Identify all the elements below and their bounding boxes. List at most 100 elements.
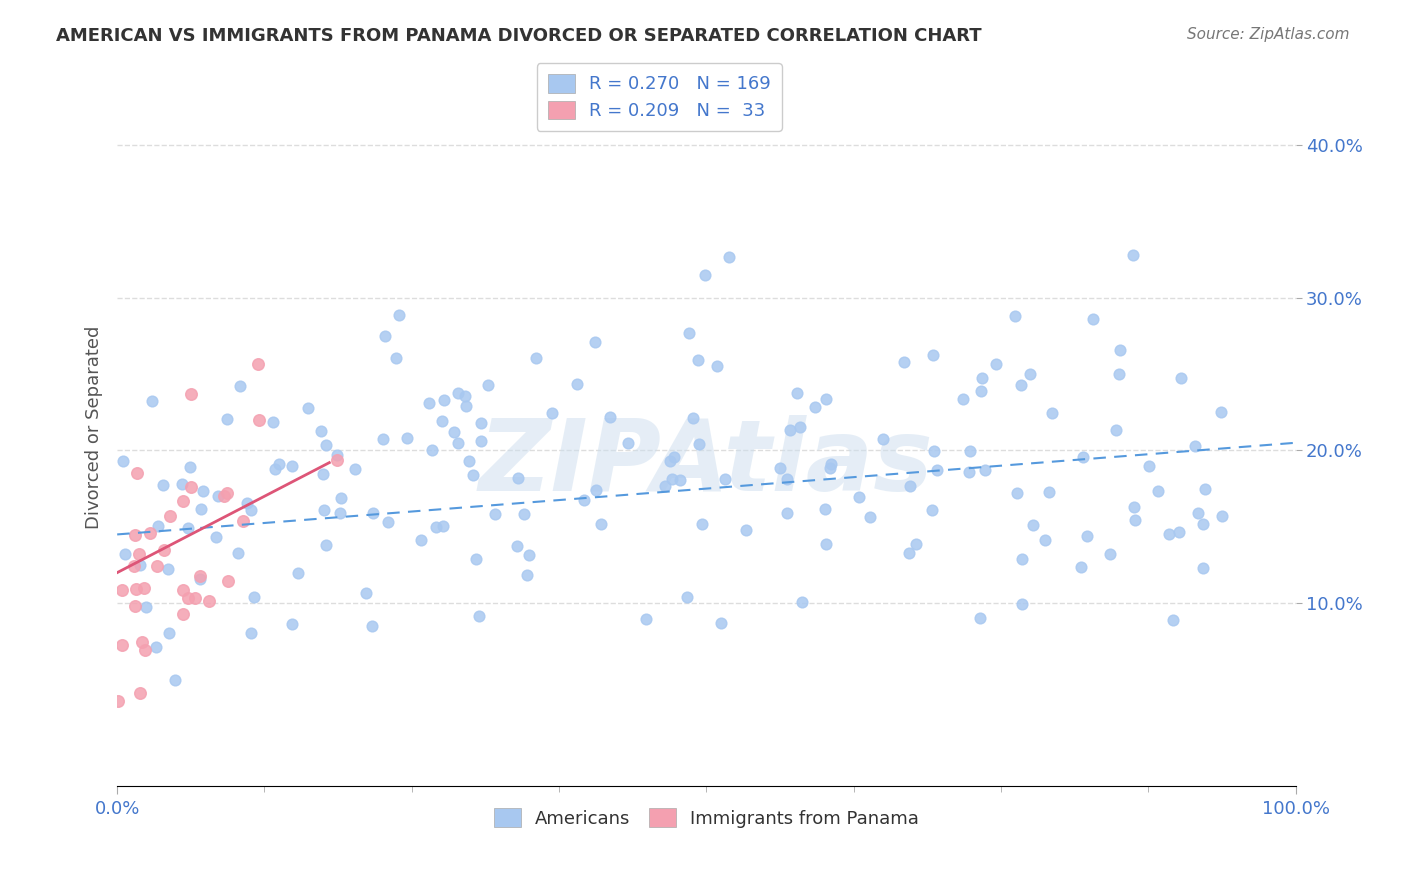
Point <box>420 443 443 458</box>
Point <box>131 635 153 649</box>
Point <box>477 377 499 392</box>
Point <box>1211 509 1233 524</box>
Point <box>585 483 607 498</box>
Point <box>904 537 927 551</box>
Point <box>111 582 134 597</box>
Point <box>574 492 596 507</box>
Point <box>363 506 385 520</box>
Point <box>792 595 814 609</box>
Point <box>226 546 249 560</box>
Point <box>468 608 491 623</box>
Point <box>1137 458 1160 473</box>
Point <box>125 582 148 597</box>
Point <box>898 479 921 493</box>
Point <box>776 506 799 520</box>
Point <box>897 546 920 560</box>
Point <box>517 548 540 562</box>
Point <box>465 552 488 566</box>
Legend: Americans, Immigrants from Panama: Americans, Immigrants from Panama <box>486 801 927 835</box>
Point <box>236 496 259 510</box>
Point <box>141 393 163 408</box>
Point <box>112 453 135 467</box>
Point <box>986 357 1008 371</box>
Point <box>769 461 792 475</box>
Point <box>159 508 181 523</box>
Point <box>1170 371 1192 385</box>
Point <box>974 463 997 477</box>
Point <box>156 561 179 575</box>
Point <box>859 509 882 524</box>
Point <box>1099 547 1122 561</box>
Point <box>315 538 337 552</box>
Point <box>659 454 682 468</box>
Point <box>1081 312 1104 326</box>
Point <box>122 558 145 573</box>
Point <box>589 517 612 532</box>
Point <box>193 483 215 498</box>
Point <box>779 423 801 437</box>
Point <box>433 392 456 407</box>
Point <box>247 357 270 371</box>
Point <box>541 406 564 420</box>
Point <box>243 590 266 604</box>
Point <box>470 434 492 448</box>
Point <box>132 582 155 596</box>
Point <box>922 348 945 362</box>
Point <box>247 413 270 427</box>
Point <box>183 591 205 605</box>
Point <box>786 386 808 401</box>
Point <box>388 308 411 322</box>
Point <box>172 582 194 597</box>
Point <box>1109 343 1132 357</box>
Point <box>1108 368 1130 382</box>
Point <box>848 490 870 504</box>
Point <box>343 462 366 476</box>
Point <box>1187 507 1209 521</box>
Point <box>922 444 945 458</box>
Point <box>188 572 211 586</box>
Point <box>458 454 481 468</box>
Point <box>114 547 136 561</box>
Point <box>686 352 709 367</box>
Point <box>470 416 492 430</box>
Point <box>111 638 134 652</box>
Point <box>240 625 263 640</box>
Point <box>454 388 477 402</box>
Point <box>148 519 170 533</box>
Point <box>135 600 157 615</box>
Point <box>952 392 974 406</box>
Point <box>314 503 336 517</box>
Point <box>1019 367 1042 381</box>
Point <box>925 463 948 477</box>
Point <box>969 384 991 399</box>
Point <box>815 537 838 551</box>
Point <box>172 607 194 622</box>
Point <box>1076 529 1098 543</box>
Point <box>678 326 700 340</box>
Point <box>804 400 827 414</box>
Point <box>789 420 811 434</box>
Point <box>1122 248 1144 262</box>
Point <box>505 540 527 554</box>
Point <box>1004 310 1026 324</box>
Point <box>325 448 347 462</box>
Point <box>264 462 287 476</box>
Point <box>893 355 915 369</box>
Point <box>232 514 254 528</box>
Point <box>513 507 536 521</box>
Point <box>1157 526 1180 541</box>
Point <box>872 432 894 446</box>
Point <box>508 470 530 484</box>
Point <box>682 411 704 425</box>
Point <box>107 694 129 708</box>
Point <box>207 489 229 503</box>
Point <box>463 468 485 483</box>
Point <box>775 472 797 486</box>
Point <box>1073 450 1095 465</box>
Point <box>124 599 146 614</box>
Point <box>921 503 943 517</box>
Point <box>432 519 454 533</box>
Point <box>198 593 221 607</box>
Point <box>1209 405 1232 419</box>
Point <box>969 610 991 624</box>
